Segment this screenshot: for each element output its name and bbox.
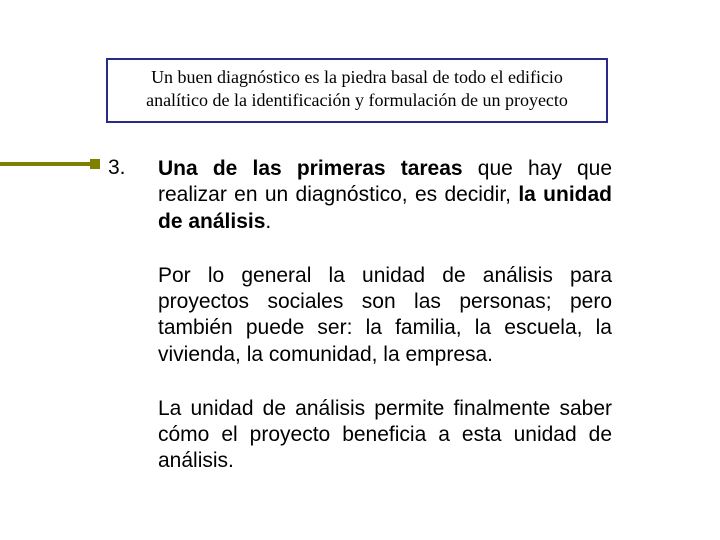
- header-text: Un buen diagnóstico es la piedra basal d…: [146, 67, 568, 110]
- accent-bullet: [90, 159, 100, 169]
- paragraph-1: Una de las primeras tareas que hay que r…: [158, 156, 612, 235]
- p1-end: .: [265, 210, 271, 233]
- list-item: 3. Una de las primeras tareas que hay qu…: [108, 156, 612, 475]
- item-body: Una de las primeras tareas que hay que r…: [158, 156, 612, 475]
- item-number: 3.: [108, 156, 130, 180]
- paragraph-2: Por lo general la unidad de análisis par…: [158, 263, 612, 368]
- header-box: Un buen diagnóstico es la piedra basal d…: [106, 58, 608, 123]
- paragraph-3: La unidad de análisis permite finalmente…: [158, 396, 612, 475]
- content-region: 3. Una de las primeras tareas que hay qu…: [108, 156, 612, 475]
- p1-bold-1: Una de las primeras tareas: [158, 157, 463, 180]
- accent-bar: [0, 162, 90, 166]
